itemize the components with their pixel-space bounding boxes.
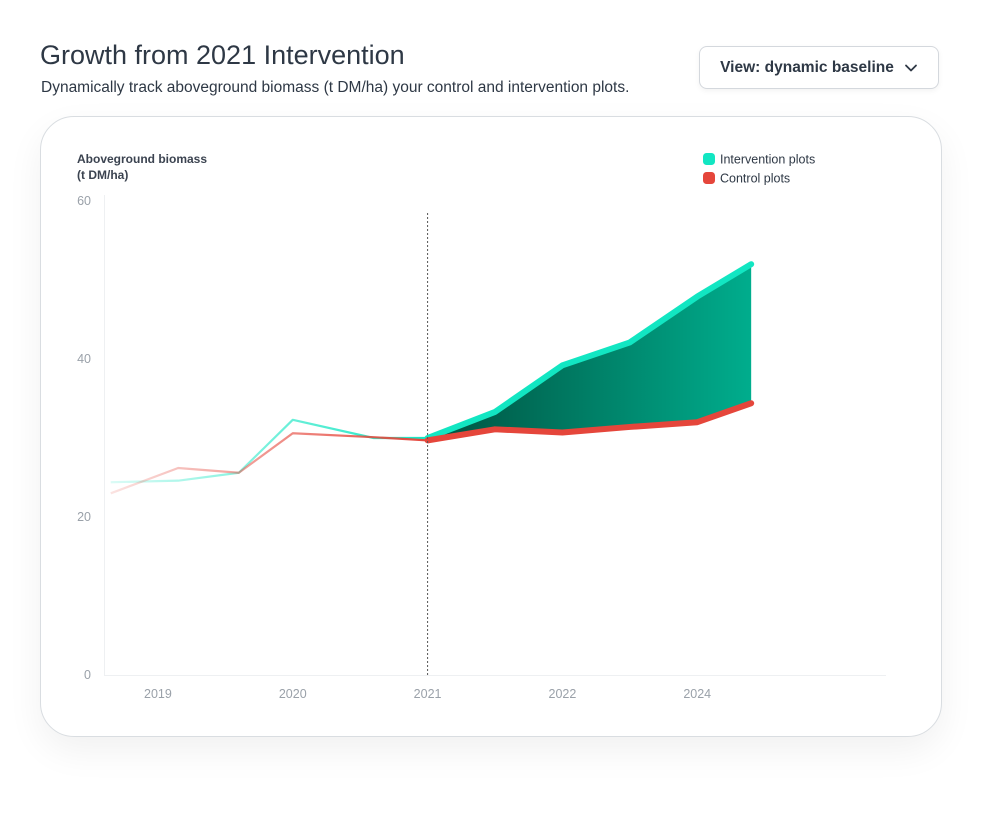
view-dropdown-label: View: dynamic baseline [720,58,894,76]
y-tick-label: 40 [77,352,91,366]
biomass-chart: Aboveground biomass (t DM/ha) 0 20 40 60 20… [77,152,886,701]
x-tick-label: 2021 [414,687,442,701]
y-tick-label: 60 [77,194,91,208]
intervention-line-post [424,261,755,441]
page-title: Growth from 2021 Intervention [40,40,405,70]
legend-label-intervention: Intervention plots [720,153,815,167]
legend-label-control: Control plots [720,172,790,186]
growth-gap-area [427,264,752,441]
y-axis-label-line2: (t DM/ha) [77,168,128,182]
x-tick-label: 2020 [279,687,307,701]
x-tick-label: 2019 [144,687,172,701]
view-dropdown[interactable]: View: dynamic baseline [699,46,939,89]
page-subtitle: Dynamically track aboveground biomass (t… [41,79,630,96]
x-tick-label: 2024 [683,687,711,701]
control-line-post [424,400,755,444]
y-tick-label: 0 [84,668,91,682]
y-axis-label-line1: Aboveground biomass [77,152,207,166]
control-line-pre [110,432,428,495]
legend-swatch-intervention [703,153,715,165]
x-tick-label: 2022 [549,687,577,701]
chevron-down-icon [904,64,917,71]
y-tick-label: 20 [77,510,91,524]
chart-card: Aboveground biomass (t DM/ha) 0 20 40 60 20… [40,116,942,737]
legend-swatch-control [703,172,715,184]
